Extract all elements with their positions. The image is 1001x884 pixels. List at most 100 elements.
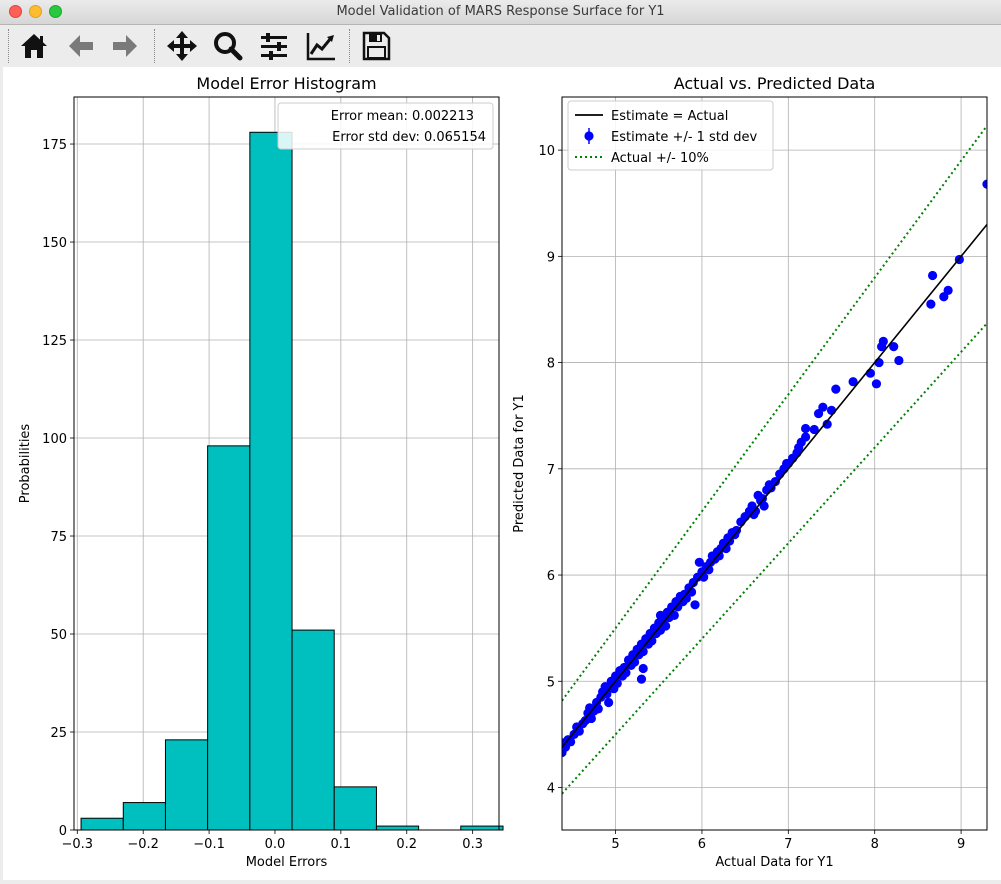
forward-button[interactable] [106, 28, 144, 64]
hist-ytick-label: 175 [42, 138, 67, 153]
hist-ytick-label: 0 [59, 824, 67, 839]
hist-legend-box [277, 102, 494, 150]
hist-xtick-label: 0.3 [462, 837, 483, 852]
scatter-point [750, 506, 761, 516]
hist-title: Model Error Histogram [196, 74, 376, 93]
scatter-point [690, 600, 700, 610]
histogram-bar [460, 825, 504, 831]
maximize-window-button[interactable] [49, 5, 62, 18]
hist-xtick-label: 0.1 [331, 837, 352, 852]
configure-subplots-icon [261, 33, 287, 60]
hist-xtick-label: −0.1 [193, 837, 225, 852]
scatter-xlabel: Actual Data for Y1 [715, 855, 833, 870]
save-button[interactable] [357, 28, 395, 64]
legend-identity-label: Estimate = Actual [611, 109, 728, 124]
hist-xtick-label: 0.0 [265, 837, 286, 852]
upper-10pct-line [562, 125, 987, 702]
edit-axis-button[interactable] [302, 28, 340, 64]
save-floppy-icon [362, 31, 391, 61]
configure-subplots-button[interactable] [255, 28, 293, 64]
lower-10pct-line [562, 322, 987, 795]
scatter-legend-box [567, 100, 774, 171]
window-titlebar: Model Validation of MARS Response Surfac… [0, 0, 1001, 25]
scatter-point [636, 674, 647, 684]
hist-ytick-label: 75 [50, 530, 67, 545]
scatter-ylabel: Predicted Data for Y1 [512, 394, 527, 533]
scatter-xtick-label: 9 [957, 837, 965, 852]
scatter-point [865, 368, 875, 378]
home-icon [21, 34, 47, 58]
scatter-point [757, 493, 768, 504]
forward-arrow-icon [113, 35, 137, 57]
minimize-window-button[interactable] [29, 5, 42, 18]
scatter-point [874, 357, 884, 368]
histogram-bar [333, 786, 377, 831]
histogram-bar [164, 739, 209, 831]
home-button[interactable] [15, 28, 53, 64]
toolbar-separator [8, 29, 9, 63]
scatter-point [831, 384, 841, 394]
scatter-xtick-label: 8 [871, 837, 879, 852]
scatter-xtick-label: 5 [611, 837, 619, 852]
toolbar-separator [349, 29, 350, 63]
scatter-ytick-label: 7 [547, 463, 555, 478]
hist-ytick-label: 50 [50, 628, 67, 643]
hist-xlabel: Model Errors [246, 855, 328, 870]
scatter-point [638, 663, 648, 674]
window-title: Model Validation of MARS Response Surfac… [336, 4, 665, 19]
zoom-button[interactable] [209, 28, 247, 64]
scatter-point [889, 342, 899, 352]
scatter-point [826, 405, 837, 415]
scatter-point [800, 423, 811, 434]
histogram-bar [291, 629, 335, 831]
scatter-point [586, 713, 596, 724]
scatter-xtick-label: 6 [698, 837, 706, 852]
figure-canvas[interactable]: −0.3 −0.2 −0.1 0.0 0.1 0.2 0.3 0 25 50 75 100 125 150… [3, 67, 1001, 880]
scatter-point [943, 285, 953, 295]
zoom-magnifier-icon [214, 32, 243, 61]
hist-ytick-label: 100 [42, 432, 67, 447]
scatter-axes-frame [561, 96, 988, 831]
pan-move-icon [167, 31, 197, 61]
scatter-point [714, 551, 724, 561]
scatter-ytick-label: 9 [547, 250, 555, 265]
scatter-ytick-label: 8 [547, 357, 555, 372]
identity-line [562, 223, 987, 748]
scatter-point [871, 379, 882, 389]
scatter-xtick-label: 7 [784, 837, 792, 852]
hist-ytick-label: 125 [42, 334, 67, 349]
scatter-point [704, 565, 714, 575]
histogram-bar [249, 131, 293, 831]
histogram-bar [207, 445, 251, 831]
navigation-toolbar [0, 25, 1001, 67]
scatter-point [878, 336, 888, 346]
scatter-ytick-label: 6 [547, 569, 555, 584]
scatter-point [982, 179, 987, 189]
close-window-button[interactable] [9, 5, 22, 18]
scatter-point [800, 432, 811, 442]
scatter-point [809, 424, 819, 435]
hist-axes-frame [73, 96, 500, 831]
scatter-point [721, 543, 731, 554]
scatter-point [602, 689, 612, 699]
scatter-ytick-label: 10 [538, 144, 555, 159]
histogram-bar [80, 817, 124, 831]
hist-ylabel: Probabilities [18, 424, 33, 504]
scatter-point [694, 557, 704, 567]
scatter-ytick-label: 4 [547, 782, 555, 797]
scatter-point [770, 476, 780, 487]
scatter-ytick-label: 5 [547, 675, 555, 690]
scatter-title: Actual vs. Predicted Data [674, 74, 876, 93]
scatter-point [759, 501, 769, 511]
edit-axis-icon [306, 33, 335, 61]
scatter-point [894, 355, 904, 366]
legend-estimate-label: Estimate +/- 1 std dev [611, 130, 758, 145]
figure-svg: −0.3 −0.2 −0.1 0.0 0.1 0.2 0.30255075100125150… [18, 74, 988, 870]
histogram-bar [375, 825, 420, 831]
pan-button[interactable] [163, 28, 201, 64]
hist-xtick-label: −0.2 [127, 837, 159, 852]
legend-10pct-label: Actual +/- 10% [611, 151, 709, 166]
hist-xtick-label: 0.2 [396, 837, 417, 852]
back-button[interactable] [62, 28, 100, 64]
hist-ytick-label: 25 [50, 726, 67, 741]
